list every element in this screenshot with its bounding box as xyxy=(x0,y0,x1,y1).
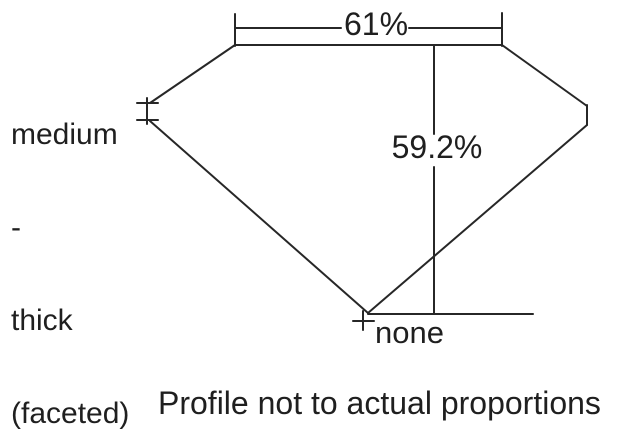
crown-left-line xyxy=(149,44,236,104)
table-width-label: 61% xyxy=(343,6,409,42)
profile-lines xyxy=(136,12,588,331)
culet-label: none xyxy=(375,315,444,350)
girdle-label: medium - thick (faceted) xyxy=(11,57,129,430)
crown-right-line xyxy=(501,44,588,107)
girdle-label-line-3: thick xyxy=(11,304,73,337)
pavilion-left-line xyxy=(149,120,369,314)
girdle-label-line-1: medium xyxy=(11,118,118,151)
girdle-label-line-2: - xyxy=(11,211,21,244)
pavilion-right-line xyxy=(367,124,588,314)
depth-label: 59.2% xyxy=(391,129,483,165)
caption-text: Profile not to actual proportions xyxy=(158,385,601,421)
girdle-label-line-4: (faceted) xyxy=(11,397,130,430)
